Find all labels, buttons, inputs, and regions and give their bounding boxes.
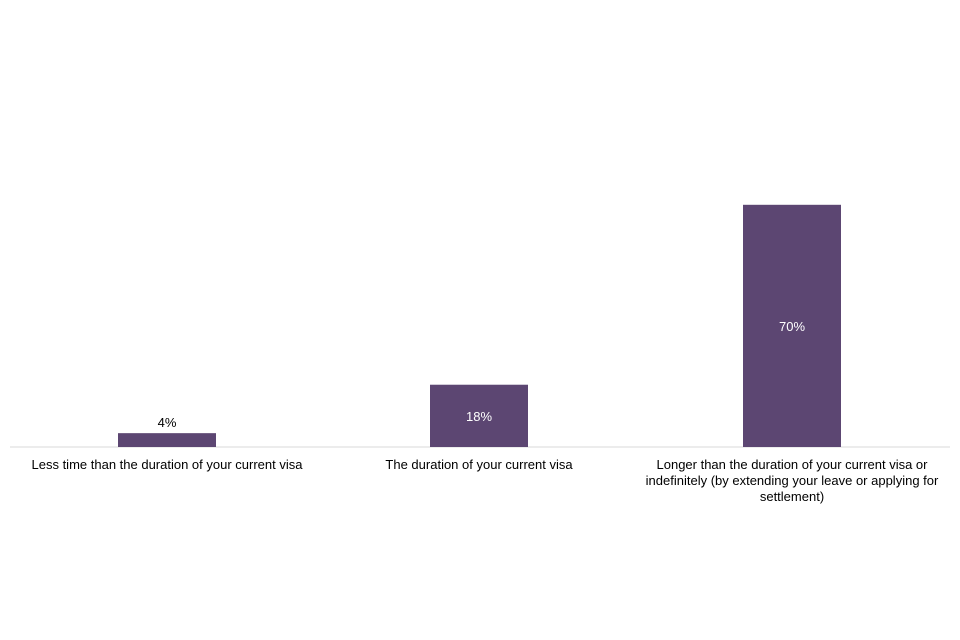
value-label-1: 18% <box>466 409 492 424</box>
bars-group <box>118 204 841 447</box>
bar-1 <box>430 384 528 447</box>
value-label-2: 70% <box>779 319 805 334</box>
category-label-duration: The duration of your current visa <box>385 457 573 472</box>
bar-2 <box>743 204 841 447</box>
bar-0 <box>118 433 216 447</box>
value-labels-group: 4% 18% 70% <box>158 319 806 430</box>
value-label-0: 4% <box>158 415 177 430</box>
category-label-less-time: Less time than the duration of your curr… <box>31 457 303 472</box>
category-label-longer: Longer than the duration of your current… <box>645 457 939 504</box>
